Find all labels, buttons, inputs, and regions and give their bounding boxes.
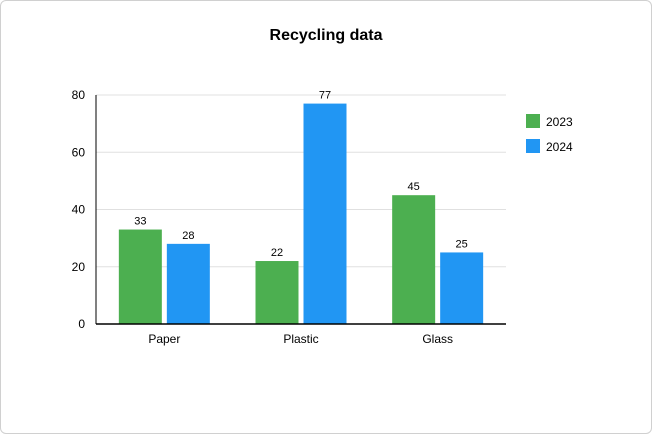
bar — [118, 229, 162, 324]
legend-swatch — [526, 114, 540, 128]
y-tick-label: 60 — [72, 145, 86, 159]
data-label: 22 — [271, 247, 283, 259]
bar — [166, 243, 210, 324]
data-label: 33 — [134, 216, 146, 228]
gridlines — [96, 94, 506, 268]
bar — [303, 103, 347, 325]
data-label: 28 — [182, 230, 194, 242]
y-tick-label: 0 — [78, 317, 85, 331]
chart-title: Recycling data — [270, 27, 383, 44]
x-tick-label: Plastic — [283, 332, 318, 346]
bars — [118, 103, 484, 325]
y-tick-label: 20 — [72, 260, 86, 274]
legend-label: 2023 — [546, 115, 573, 129]
data-label: 45 — [408, 181, 420, 193]
bar — [440, 252, 484, 324]
legend-swatch — [526, 139, 540, 153]
y-tick-label: 80 — [72, 88, 86, 102]
legend-label: 2024 — [546, 140, 573, 154]
y-tick-label: 40 — [72, 203, 86, 217]
legend: 2023 2024 — [526, 114, 573, 154]
x-tick-label: Paper — [148, 332, 180, 346]
data-label: 25 — [456, 238, 468, 250]
bar — [255, 261, 299, 324]
bar — [392, 195, 436, 324]
data-label: 77 — [319, 90, 331, 102]
data-labels: 33 28 22 77 45 25 — [134, 90, 468, 259]
x-tick-label: Glass — [422, 332, 453, 346]
axes: 0 20 40 60 80 Paper Plastic Glass — [72, 88, 506, 346]
